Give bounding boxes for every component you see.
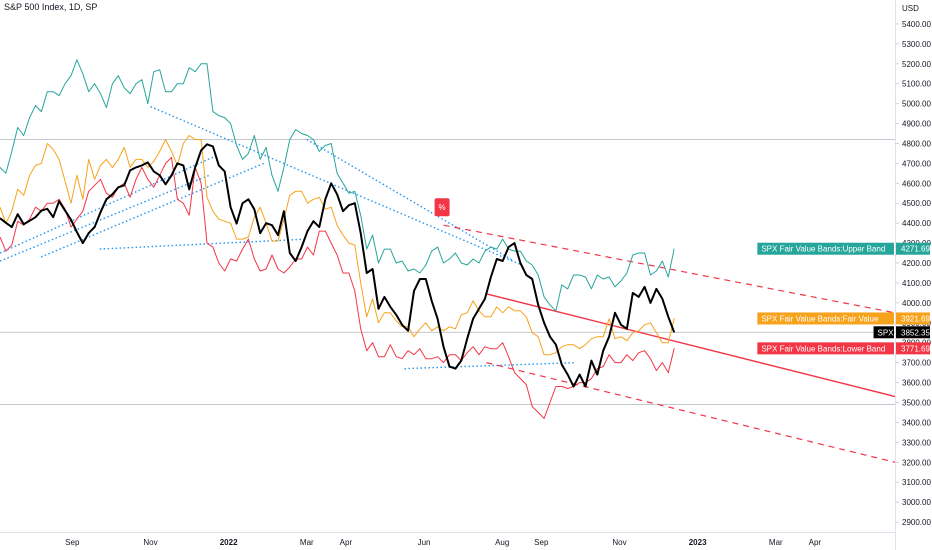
price-axis: 2900.00 3000.00 3100.00 3200.00 3300.00 3400.… [895, 20, 931, 527]
value-text: 3921.69 [901, 314, 930, 323]
series-line-spx [0, 143, 676, 388]
y-tick-label: 5300.00 [902, 40, 931, 49]
trend-line [0, 174, 210, 262]
series-line-fair [0, 135, 675, 356]
x-tick-label: Sep [65, 538, 80, 547]
y-tick-label: 3100.00 [902, 478, 931, 487]
name-text: SPX [878, 328, 895, 337]
y-tick-label: 3400.00 [902, 418, 931, 427]
y-tick-label: 5100.00 [902, 80, 931, 89]
trend-line [40, 162, 265, 258]
y-tick-label: 3200.00 [902, 458, 931, 467]
x-tick-label: Nov [612, 538, 626, 547]
y-tick-label: 3600.00 [902, 379, 931, 388]
x-tick-label: 2022 [220, 538, 238, 547]
y-tick-label: 4900.00 [902, 120, 931, 129]
y-tick-label: 5400.00 [902, 20, 931, 29]
value-box [896, 326, 930, 339]
value-text: 3852.35 [901, 328, 930, 337]
x-tick-label: Sep [534, 538, 549, 547]
y-tick-label: 3300.00 [902, 438, 931, 447]
name-box [757, 242, 894, 255]
value-box [896, 242, 930, 255]
percent-marker-label: % [439, 203, 446, 212]
y-tick-label: 2900.00 [902, 518, 931, 527]
chart-title: S&P 500 Index, 1D, SP [4, 2, 98, 12]
series-value-labels: 4271.69 SPX Fair Value Bands:Upper Band 39… [757, 242, 930, 355]
trend-line [404, 361, 577, 370]
value-text: 3771.69 [901, 344, 930, 353]
trend-line [306, 138, 515, 262]
x-tick-label: Apr [809, 538, 822, 547]
x-tick-label: Mar [300, 538, 314, 547]
y-tick-label: 4700.00 [902, 159, 931, 168]
trend-line [486, 293, 896, 398]
y-tick-label: 4200.00 [902, 259, 931, 268]
y-tick-label: 5000.00 [902, 100, 931, 109]
y-tick-label: 3500.00 [902, 398, 931, 407]
value-text: 4271.69 [901, 245, 930, 254]
y-tick-label: 4500.00 [902, 199, 931, 208]
name-text: SPX Fair Value Bands:Lower Band [761, 344, 885, 353]
value-box [896, 312, 930, 325]
x-tick-label: Mar [769, 538, 783, 547]
series-value-label-lower: 3771.69 SPX Fair Value Bands:Lower Band [757, 342, 930, 355]
trend-line-drawings [0, 105, 896, 463]
time-axis: Sep Nov 2022 Mar Apr Jun Aug Sep Nov 2023 Mar Apr [65, 538, 821, 547]
trend-line [150, 105, 523, 266]
currency-label: USD [902, 4, 919, 13]
x-tick-label: Jun [418, 538, 431, 547]
horizontal-lines [0, 139, 895, 405]
name-box [757, 342, 894, 355]
x-tick-label: Apr [340, 538, 353, 547]
y-tick-label: 4600.00 [902, 179, 931, 188]
y-tick-label: 3700.00 [902, 359, 931, 368]
series-value-label-fair: 3921.69 SPX Fair Value Bands:Fair Value [757, 312, 930, 325]
name-text: SPX Fair Value Bands:Upper Band [761, 245, 885, 254]
y-tick-label: 4100.00 [902, 279, 931, 288]
name-box [757, 312, 894, 325]
series-value-label-spx: 3852.35 SPX [873, 326, 930, 339]
series-layer [0, 59, 676, 419]
y-tick-label: 5200.00 [902, 60, 931, 69]
y-tick-label: 4400.00 [902, 219, 931, 228]
value-box [896, 342, 930, 355]
x-tick-label: 2023 [689, 538, 707, 547]
x-tick-label: Nov [143, 538, 157, 547]
y-tick-label: 3000.00 [902, 498, 931, 507]
x-tick-label: Aug [495, 538, 509, 547]
series-line-lower [0, 156, 675, 419]
trend-line [486, 362, 896, 463]
marker-layer: % [434, 198, 450, 217]
name-box [873, 326, 894, 339]
percent-marker [434, 198, 450, 217]
series-line-upper [0, 59, 675, 312]
y-tick-label: 4800.00 [902, 139, 931, 148]
trend-line [99, 238, 307, 250]
name-text: SPX Fair Value Bands:Fair Value [761, 314, 879, 323]
series-value-label-upper: 4271.69 SPX Fair Value Bands:Upper Band [757, 242, 930, 255]
y-tick-label: 4000.00 [902, 299, 931, 308]
